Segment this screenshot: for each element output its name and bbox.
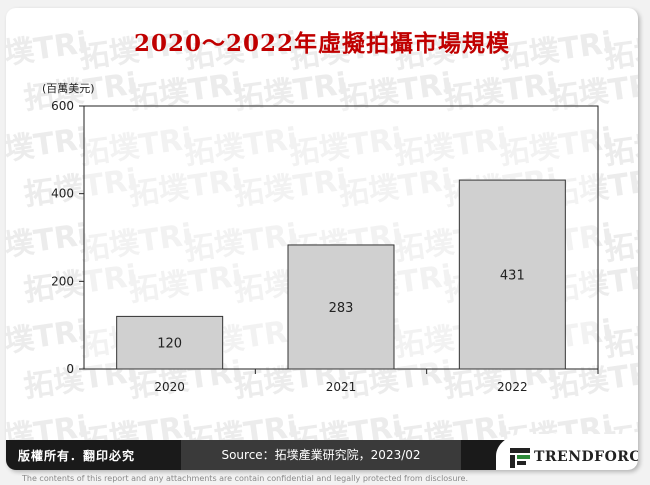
logo-text: TRENDFORCE (534, 449, 638, 465)
page-title: 2020～2022年虛擬拍攝市場規模 (133, 30, 511, 57)
x-tick-label-2022: 2022 (497, 380, 528, 394)
disclaimer-text: The contents of this report and any atta… (22, 474, 468, 483)
bar-2021 (287, 244, 395, 370)
copyright-notice: 版權所有．翻印必究 (18, 449, 136, 463)
data-label-2022: 431 (500, 269, 525, 284)
source-note: Source：拓墣產業研究院，2023/02 (181, 440, 461, 470)
trendforce-mark-icon (510, 448, 530, 468)
x-tick-label-2021: 2021 (326, 380, 357, 394)
trendforce-logo: TRENDFORCE (496, 434, 638, 470)
bar-chart: (百萬美元) 0 200 400 600 120 2020 283 2021 431 2022 (42, 82, 599, 394)
data-label-2020: 120 (157, 337, 182, 352)
y-tick-label: 200 (51, 274, 74, 288)
y-tick-label: 600 (51, 99, 74, 113)
y-tick-label: 0 (66, 362, 74, 376)
data-label-2021: 283 (329, 301, 354, 316)
report-card: 拓墣TRi 拓墣TRi 拓墣TRi 拓墣TRi 拓墣TRi 拓墣TRi 拓墣TRi 拓墣TRi… (6, 8, 638, 470)
bar-2022 (458, 179, 566, 370)
x-tick-label-2020: 2020 (154, 380, 185, 394)
bar-2020 (116, 315, 224, 370)
y-axis-label: (百萬美元) (42, 82, 95, 95)
y-tick-label: 400 (51, 187, 74, 201)
